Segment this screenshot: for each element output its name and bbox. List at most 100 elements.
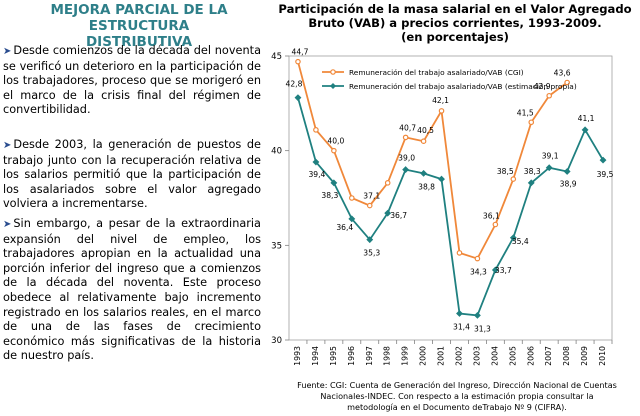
- data-label: 33,7: [495, 266, 512, 275]
- data-point: [312, 158, 320, 166]
- data-label: 43,6: [554, 69, 571, 78]
- data-point: [420, 169, 428, 177]
- data-point: [402, 134, 409, 141]
- data-label: 31,4: [453, 322, 470, 331]
- source-line: Fuente: CGI: Cuenta de Generación del In…: [297, 380, 617, 390]
- data-label: 40,7: [399, 123, 416, 132]
- data-label: 34,3: [470, 268, 487, 277]
- data-label: 38,3: [524, 167, 541, 176]
- x-tick-label: 2008: [562, 346, 571, 366]
- x-tick-label: 2004: [490, 346, 499, 366]
- data-point: [366, 236, 374, 244]
- section-title: MEJORA PARCIAL DE LA ESTRUCTURA DISTRIBU…: [8, 2, 270, 50]
- data-label: 39,4: [308, 170, 325, 179]
- section-title-line: MEJORA PARCIAL DE LA ESTRUCTURA: [50, 2, 228, 34]
- data-point: [527, 179, 535, 187]
- paragraph-2: ➤ Desde 2003, la generación de puestos de…: [3, 138, 261, 212]
- data-label: 42,8: [286, 80, 303, 89]
- source-line: Nacionales-INDEC. Con respecto a la esti…: [320, 391, 594, 401]
- y-tick-label: 45: [271, 52, 282, 62]
- legend-marker: [330, 83, 336, 89]
- x-tick-label: 2007: [544, 346, 553, 366]
- x-tick-label: 2005: [508, 346, 517, 366]
- data-label: 39,1: [542, 152, 559, 161]
- data-label: 40,0: [327, 137, 344, 146]
- data-point: [492, 221, 499, 228]
- data-point: [564, 79, 570, 86]
- x-tick-label: 1993: [293, 346, 302, 366]
- data-point: [509, 234, 517, 242]
- data-point: [295, 58, 301, 65]
- data-label: 42,1: [432, 96, 449, 105]
- x-tick-label: 1994: [311, 346, 320, 366]
- data-point: [313, 127, 319, 133]
- data-point: [348, 215, 356, 223]
- chart-title-line: Participación de la masa salarial en el …: [278, 2, 632, 16]
- x-tick-label: 2001: [437, 346, 446, 366]
- data-point: [330, 179, 338, 187]
- data-point: [331, 147, 337, 154]
- x-tick-label: 2002: [454, 346, 463, 366]
- data-label: 38,9: [560, 179, 577, 188]
- section-title-line: DISTRIBUTIVA: [85, 34, 193, 50]
- series-line: [297, 61, 568, 260]
- data-point: [456, 250, 463, 256]
- y-tick-label: 40: [271, 147, 282, 157]
- data-label: 36,4: [336, 223, 353, 232]
- data-label: 35,3: [363, 249, 380, 258]
- legend-marker: [330, 69, 336, 75]
- data-label: 36,7: [390, 211, 407, 220]
- data-point: [456, 310, 463, 317]
- data-point: [349, 195, 355, 201]
- data-point: [438, 108, 445, 114]
- data-point: [438, 175, 445, 183]
- source-line: metodología en el Documento deTrabajo Nº…: [347, 402, 567, 412]
- series-line: [297, 97, 604, 317]
- x-tick-label: 2000: [419, 346, 428, 366]
- data-label: 38,3: [321, 191, 338, 200]
- data-label: 41,5: [517, 108, 534, 117]
- paragraph-1: ➤ Desde comienzos de la década del novent…: [3, 44, 261, 118]
- data-point: [510, 176, 517, 182]
- x-tick-label: 1999: [401, 346, 410, 366]
- x-tick-label: 1995: [329, 346, 338, 366]
- data-label: 40,5: [417, 126, 434, 135]
- data-point: [474, 255, 481, 262]
- data-label: 31,3: [474, 324, 491, 333]
- x-tick-label: 2003: [472, 346, 481, 366]
- data-point: [528, 119, 535, 126]
- data-label: 44,7: [292, 48, 309, 57]
- data-point: [402, 166, 410, 174]
- data-label: 41,1: [578, 114, 595, 123]
- paragraph-1-text: Desde comienzos de la década del noventa…: [3, 44, 261, 117]
- data-point: [581, 126, 589, 134]
- data-point: [384, 209, 392, 217]
- data-point: [599, 156, 607, 164]
- x-tick-label: 1996: [347, 346, 356, 366]
- legend-label: Remuneración del trabajo asalariado/VAB …: [349, 82, 577, 91]
- x-tick-label: 2009: [580, 346, 589, 366]
- chart-title-line: Bruto (VAB) a precios corrientes, 1993-2…: [308, 16, 602, 30]
- y-tick-label: 30: [271, 336, 282, 346]
- data-label: 39,5: [597, 170, 614, 179]
- data-point: [420, 138, 427, 145]
- legend-label: Remuneración del trabajo asalariado/VAB …: [349, 68, 524, 77]
- data-point: [473, 311, 481, 319]
- paragraph-3: ➤ Sin embargo, a pesar de la extraordinar…: [3, 217, 261, 364]
- data-point: [546, 92, 552, 99]
- data-point: [563, 168, 571, 175]
- x-tick-label: 2010: [598, 346, 607, 366]
- y-tick-label: 35: [271, 241, 282, 251]
- bullet-arrow-icon: ➤: [3, 46, 12, 57]
- bullet-arrow-icon: ➤: [3, 140, 12, 151]
- bullet-arrow-icon: ➤: [3, 219, 12, 230]
- plot-area: [288, 55, 613, 341]
- data-point: [366, 202, 373, 209]
- data-point: [491, 266, 499, 274]
- data-label: 42,9: [534, 82, 551, 91]
- paragraph-2-text: Desde 2003, la generación de puestos de …: [3, 138, 261, 211]
- paragraph-3-text: Sin embargo, a pesar de la extraordinari…: [3, 217, 261, 363]
- data-label: 36,1: [483, 212, 500, 221]
- chart-title: Participación de la masa salarial en el …: [272, 2, 638, 44]
